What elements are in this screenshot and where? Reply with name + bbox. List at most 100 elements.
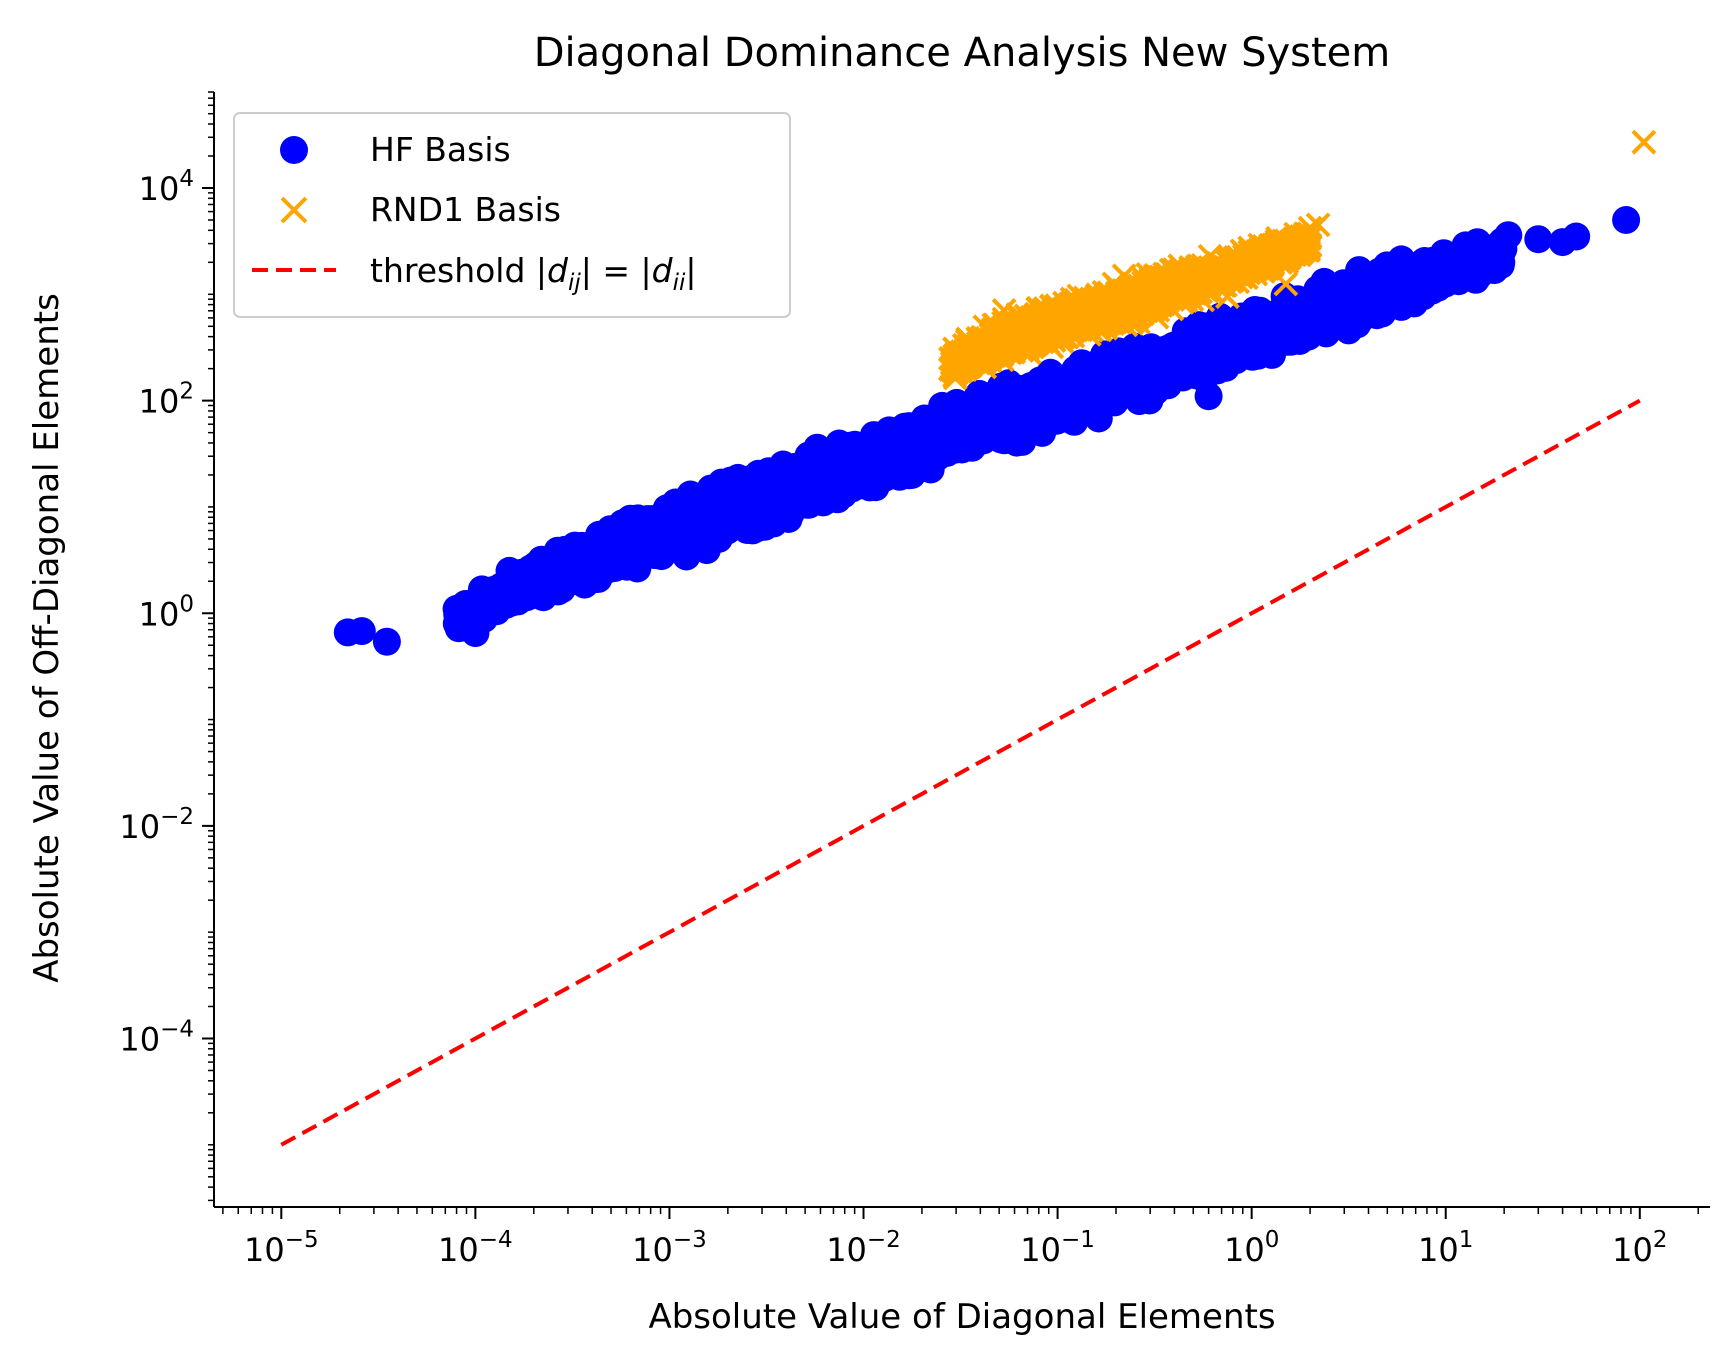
rnd1-point <box>1031 324 1057 350</box>
legend-label-rnd1: RND1 Basis <box>370 190 561 229</box>
hf-point <box>442 594 471 623</box>
rnd1-point <box>1148 293 1174 318</box>
hf-point <box>1133 344 1162 373</box>
hf-point <box>461 619 490 648</box>
hf-point <box>789 489 818 518</box>
x-tick-label: 10−5 <box>244 1227 319 1269</box>
rnd1-point <box>1631 129 1657 155</box>
hf-point <box>1303 282 1332 311</box>
hf-point <box>1524 225 1553 254</box>
rnd1-point <box>1084 306 1110 332</box>
hf-point <box>1612 206 1641 234</box>
hf-point <box>1562 222 1591 251</box>
y-axis-label: Absolute Value of Off-Diagonal Elements <box>27 293 67 983</box>
hf-point <box>916 455 945 484</box>
y-tick-label: 104 <box>139 166 194 208</box>
legend-label-hf: HF Basis <box>370 130 511 169</box>
rnd1-point <box>1214 284 1240 310</box>
hf-point <box>1345 306 1374 335</box>
hf-point <box>1456 248 1485 277</box>
rnd1-point <box>1173 261 1199 287</box>
x-tick-label: 100 <box>1224 1227 1279 1269</box>
rnd1-point <box>991 298 1017 323</box>
rnd1-point <box>1050 317 1076 343</box>
hf-point <box>654 501 682 530</box>
rnd1-point <box>949 339 975 365</box>
rnd1-point <box>1305 212 1331 238</box>
hf-point <box>1326 274 1355 303</box>
rnd1-basis-series <box>937 129 1657 391</box>
hf-point <box>495 556 524 585</box>
hf-point <box>704 479 733 508</box>
hf-basis-series <box>333 206 1641 656</box>
x-axis-ticks: 10−5 10−4 10−3 10−2 10−1 100 101 102 <box>222 1207 1699 1269</box>
hf-point <box>1194 382 1223 411</box>
hf-point <box>825 429 854 458</box>
hf-point <box>592 541 621 570</box>
hf-point <box>1234 331 1263 360</box>
hf-point <box>1382 276 1411 305</box>
rnd1-point <box>1144 273 1170 299</box>
hf-point <box>1176 350 1205 379</box>
x-tick-label: 101 <box>1418 1227 1473 1269</box>
x-tick-label: 10−2 <box>826 1227 901 1269</box>
y-tick-label: 10−4 <box>119 1016 194 1058</box>
rnd1-point <box>1199 261 1225 287</box>
y-tick-label: 102 <box>139 379 194 421</box>
hf-point <box>965 379 994 408</box>
axes <box>213 92 1710 1208</box>
hf-point <box>1212 333 1241 362</box>
hf-point <box>923 427 952 456</box>
chart-title: Diagonal Dominance Analysis New System <box>534 30 1391 76</box>
y-axis-ticks: 10−4 10−2 100 102 104 <box>119 91 214 1202</box>
rnd1-point <box>1288 232 1314 258</box>
hf-point <box>1494 221 1523 250</box>
rnd1-point <box>994 318 1019 343</box>
hf-point <box>372 627 401 656</box>
hf-point <box>774 464 803 493</box>
threshold-line <box>280 398 1641 1147</box>
x-tick-label: 102 <box>1612 1227 1667 1269</box>
hf-point <box>1294 322 1323 351</box>
hf-point <box>978 401 1007 430</box>
x-tick-label: 10−1 <box>1020 1227 1095 1269</box>
y-tick-label: 100 <box>139 591 194 633</box>
rnd1-point <box>1164 284 1190 310</box>
hf-point <box>730 472 759 501</box>
hf-point <box>1348 280 1377 309</box>
legend: HF Basis RND1 Basis threshold |dij| = |d… <box>233 112 791 318</box>
rnd1-point <box>1108 287 1134 313</box>
hf-point <box>681 527 710 556</box>
hf-point <box>1019 400 1048 429</box>
x-tick-label: 10−4 <box>438 1227 513 1269</box>
hf-point <box>543 548 572 577</box>
legend-marker-hf <box>280 136 308 164</box>
hf-point <box>616 510 644 539</box>
rnd1-point <box>999 336 1025 362</box>
x-axis-label: Absolute Value of Diagonal Elements <box>648 1297 1275 1337</box>
hf-point <box>902 429 931 458</box>
hf-point <box>1157 333 1186 362</box>
rnd1-point <box>1273 271 1299 297</box>
rnd1-point <box>944 351 970 377</box>
hf-point <box>521 551 550 580</box>
rnd1-point <box>1233 265 1259 291</box>
hf-point <box>529 572 558 601</box>
legend-marker-rnd1 <box>280 196 308 224</box>
hf-point <box>875 445 904 474</box>
y-tick-label: 10−2 <box>119 804 194 846</box>
hf-point <box>802 467 831 496</box>
hf-point <box>1058 381 1086 410</box>
hf-point <box>959 417 987 446</box>
hf-point <box>738 495 767 524</box>
legend-label-threshold: threshold |dij| = |dii| <box>370 251 697 296</box>
hf-point <box>681 496 710 525</box>
hf-point <box>347 617 376 646</box>
hf-point <box>569 560 597 589</box>
threshold-series <box>280 398 1641 1147</box>
rnd1-point <box>1059 286 1085 312</box>
x-tick-label: 10−3 <box>632 1227 707 1269</box>
rnd1-point <box>1121 279 1147 305</box>
legend-frame <box>233 112 791 318</box>
